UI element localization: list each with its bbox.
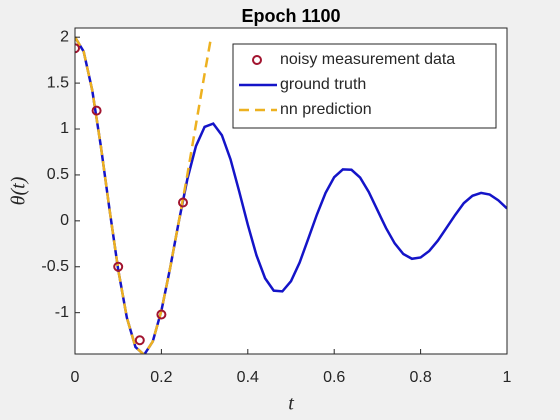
legend-label: noisy measurement data xyxy=(280,51,455,68)
y-tick-label: -0.5 xyxy=(41,258,69,275)
axes-box xyxy=(74,27,508,355)
y-tick-label: -1 xyxy=(55,304,69,321)
chart-title: Epoch 1100 xyxy=(241,6,340,26)
y-tick-label: 0.5 xyxy=(47,166,69,183)
line xyxy=(75,36,507,354)
y-axis-label: θ(t) xyxy=(8,176,30,205)
y-tick-label: 1 xyxy=(60,120,69,137)
x-tick-label: 0 xyxy=(71,369,80,386)
y-tick-label: 2 xyxy=(60,28,69,45)
y-tick-label: 0 xyxy=(60,212,69,229)
legend-label: nn prediction xyxy=(280,101,372,118)
marker xyxy=(75,43,80,54)
legend-marker xyxy=(252,55,262,65)
marker xyxy=(91,105,102,116)
y-tick-label: 1.5 xyxy=(47,74,69,91)
x-tick-label: 0.6 xyxy=(323,369,345,386)
marker xyxy=(178,197,188,208)
legend-label: ground truth xyxy=(280,76,366,93)
marker xyxy=(156,309,167,320)
marker xyxy=(134,335,145,346)
x-axis-label: t xyxy=(288,393,294,415)
marker xyxy=(113,261,124,272)
x-tick-label: 1 xyxy=(503,369,512,386)
x-tick-label: 0.4 xyxy=(237,369,259,386)
x-tick-label: 0.2 xyxy=(150,369,172,386)
dashed-line xyxy=(75,36,213,354)
plot-layer xyxy=(75,36,507,354)
x-tick-label: 0.8 xyxy=(409,369,431,386)
